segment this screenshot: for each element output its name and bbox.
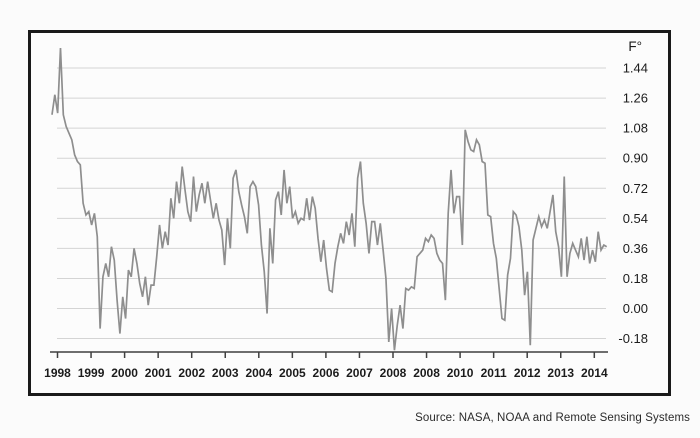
- x-tick-label: 2013: [547, 366, 574, 380]
- y-tick-label: 0.36: [623, 241, 648, 256]
- x-tick-label: 2003: [212, 366, 239, 380]
- chart-frame: [28, 30, 671, 396]
- x-tick-label: 1998: [44, 366, 71, 380]
- x-tick-label: 2004: [245, 366, 272, 380]
- y-tick-label: 1.08: [623, 121, 648, 136]
- x-tick-label: 2000: [111, 366, 138, 380]
- y-tick-label: 0.72: [623, 181, 648, 196]
- source-caption: Source: NASA, NOAA and Remote Sensing Sy…: [415, 412, 690, 424]
- x-tick-label: 2002: [178, 366, 205, 380]
- x-tick-label: 2010: [447, 366, 474, 380]
- y-tick-label: 1.44: [623, 61, 648, 76]
- x-tick-label: 2005: [279, 366, 306, 380]
- x-tick-label: 2007: [346, 366, 373, 380]
- y-tick-label: 0.54: [623, 211, 648, 226]
- y-axis-unit-label: F°: [628, 39, 642, 54]
- x-tick-label: 2008: [413, 366, 440, 380]
- y-tick-label: 1.26: [623, 91, 648, 106]
- x-tick-label: 1999: [78, 366, 105, 380]
- y-tick-label: -0.18: [618, 331, 648, 346]
- x-tick-label: 2008: [380, 366, 407, 380]
- x-tick-label: 2012: [514, 366, 541, 380]
- y-tick-label: 0.90: [623, 151, 648, 166]
- x-tick-label: 2011: [481, 366, 507, 380]
- y-tick-label: 0.00: [623, 301, 648, 316]
- x-tick-label: 2001: [145, 366, 172, 380]
- x-tick-label: 2006: [313, 366, 340, 380]
- x-tick-label: 2014: [581, 366, 608, 380]
- y-tick-label: 0.18: [623, 271, 648, 286]
- temperature-series-line: [51, 47, 608, 351]
